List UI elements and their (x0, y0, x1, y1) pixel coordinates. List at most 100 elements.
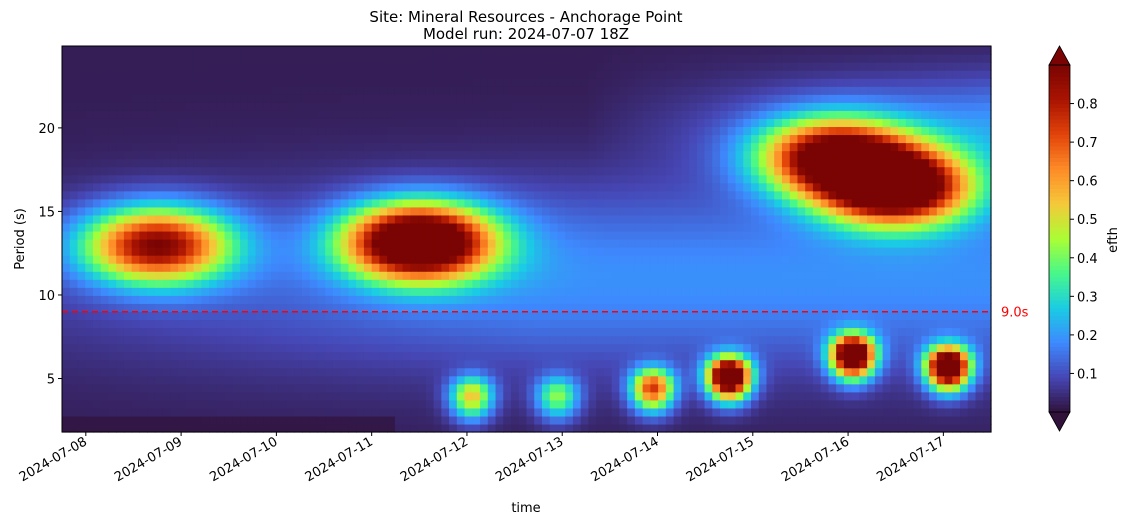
heatmap-cell (882, 343, 891, 353)
heatmap-cell (781, 126, 791, 136)
heatmap-cell (449, 102, 458, 111)
heatmap-cell (77, 110, 86, 119)
heatmap-cell (232, 279, 241, 288)
heatmap-cell (836, 327, 845, 337)
heatmap-cell (147, 182, 156, 192)
heatmap-cell (62, 311, 71, 321)
heatmap-cell (209, 247, 218, 256)
heatmap-cell (332, 367, 342, 377)
heatmap-cell (425, 126, 435, 136)
heatmap-cell (983, 166, 992, 176)
heatmap-cell (789, 150, 799, 160)
heatmap-cell (619, 222, 628, 232)
heatmap-cell (309, 198, 319, 208)
heatmap-cell (921, 375, 930, 385)
heatmap-cell (890, 407, 899, 417)
heatmap-cell (859, 174, 868, 184)
heatmap-cell (185, 327, 195, 337)
heatmap-cell (572, 343, 582, 353)
heatmap-cell (983, 174, 992, 184)
heatmap-cell (650, 247, 659, 256)
heatmap-cell (449, 190, 458, 200)
heatmap-cell (387, 230, 396, 240)
heatmap-cell (658, 206, 667, 216)
heatmap-cell (781, 351, 791, 361)
heatmap-cell (263, 126, 272, 136)
heatmap-cell (85, 142, 94, 152)
heatmap-cell (518, 343, 528, 353)
heatmap-cell (611, 279, 620, 288)
heatmap-cell (828, 150, 837, 160)
heatmap-cell (836, 134, 845, 144)
heatmap-cell (410, 359, 419, 369)
heatmap-cell (348, 383, 357, 393)
heatmap-cell (271, 287, 280, 296)
heatmap-cell (108, 271, 117, 280)
heatmap-cell (936, 327, 946, 337)
heatmap-cell (843, 375, 853, 385)
heatmap-cell (743, 303, 752, 312)
heatmap-cell (960, 279, 969, 288)
heatmap-cell (967, 391, 977, 401)
heatmap-cell (495, 230, 504, 240)
heatmap-cell (317, 351, 326, 361)
heatmap-cell (340, 239, 350, 248)
heatmap-cell (77, 247, 86, 256)
heatmap-cell (774, 359, 783, 369)
heatmap-cell (387, 174, 396, 184)
heatmap-cell (255, 166, 264, 176)
heatmap-cell (456, 295, 466, 304)
heatmap-cell (263, 327, 272, 337)
heatmap-cell (487, 391, 497, 401)
heatmap-cell (967, 142, 977, 152)
heatmap-cell (898, 367, 907, 377)
heatmap-cell (263, 311, 272, 321)
heatmap-cell (789, 166, 799, 176)
heatmap-cell (828, 182, 837, 192)
heatmap-cell (371, 102, 381, 111)
heatmap-cell (518, 335, 528, 345)
heatmap-cell (301, 327, 311, 337)
heatmap-cell (410, 247, 419, 256)
heatmap-cell (890, 255, 899, 264)
heatmap-cell (960, 391, 969, 401)
heatmap-cell (518, 230, 528, 240)
heatmap-cell (178, 150, 187, 160)
heatmap-cell (441, 383, 450, 393)
heatmap-cell (967, 303, 977, 312)
heatmap-cell (820, 134, 830, 144)
heatmap-cell (665, 375, 675, 385)
heatmap-cell (859, 190, 868, 200)
heatmap-cell (216, 126, 226, 136)
heatmap-cell (387, 239, 396, 248)
heatmap-cell (449, 230, 458, 240)
heatmap-cell (139, 182, 148, 192)
heatmap-cell (572, 367, 582, 377)
heatmap-cell (410, 335, 419, 345)
heatmap-cell (449, 94, 458, 103)
heatmap-cell (301, 142, 311, 152)
heatmap-cell (673, 375, 682, 385)
heatmap-cell (348, 343, 357, 353)
heatmap-cell (162, 311, 171, 321)
heatmap-cell (480, 415, 489, 425)
heatmap-cell (247, 391, 257, 401)
heatmap-cell (278, 255, 288, 264)
heatmap-cell (828, 134, 837, 144)
heatmap-cell (418, 375, 427, 385)
heatmap-cell (557, 287, 566, 296)
heatmap-cell (224, 391, 233, 401)
heatmap-cell (665, 214, 675, 224)
heatmap-cell (116, 142, 125, 152)
heatmap-cell (278, 319, 288, 329)
heatmap-cell (77, 150, 86, 160)
heatmap-cell (123, 303, 133, 312)
heatmap-cell (921, 190, 930, 200)
heatmap-cell (456, 303, 466, 312)
heatmap-cell (650, 190, 659, 200)
heatmap-cell (255, 311, 264, 321)
heatmap-cell (634, 206, 644, 216)
heatmap-cell (402, 295, 411, 304)
heatmap-cell (410, 110, 419, 119)
heatmap-cell (216, 134, 226, 144)
